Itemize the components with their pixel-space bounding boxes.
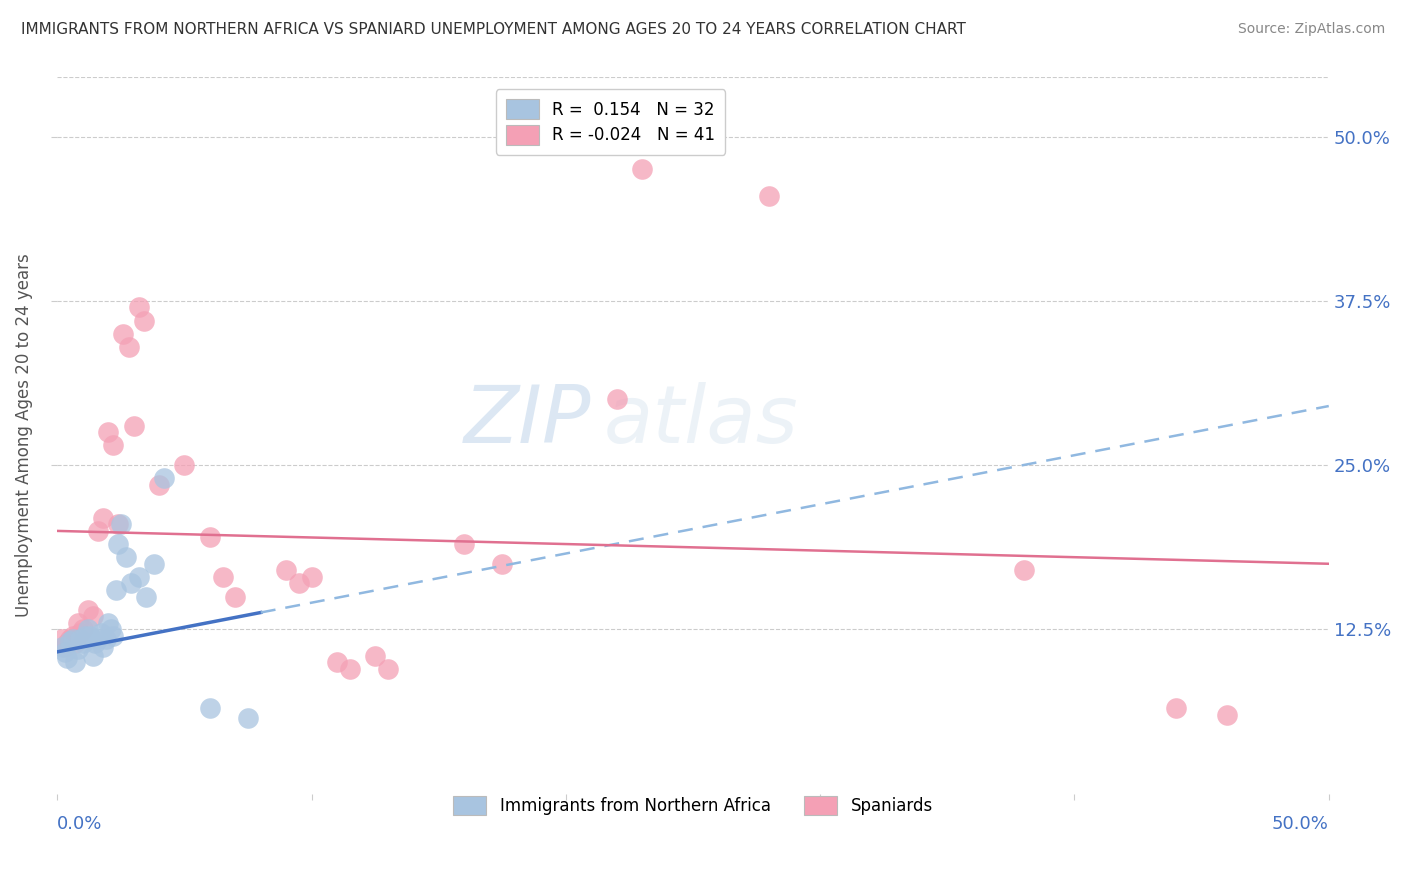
Point — [66, 642, 89, 657]
Point — [63, 635, 86, 649]
Point — [53, 645, 76, 659]
Point — [326, 656, 349, 670]
Point — [491, 557, 513, 571]
Point — [103, 629, 125, 643]
Point — [128, 570, 150, 584]
Point — [51, 632, 73, 646]
Text: 50.0%: 50.0% — [1272, 815, 1329, 833]
Point — [276, 563, 298, 577]
Point — [90, 626, 112, 640]
Point — [758, 188, 780, 202]
Point — [173, 458, 195, 473]
Point — [198, 701, 221, 715]
Point — [62, 629, 84, 643]
Legend: Immigrants from Northern Africa, Spaniards: Immigrants from Northern Africa, Spaniar… — [443, 786, 943, 825]
Point — [76, 603, 98, 617]
Point — [100, 623, 122, 637]
Text: IMMIGRANTS FROM NORTHERN AFRICA VS SPANIARD UNEMPLOYMENT AMONG AGES 20 TO 24 YEA: IMMIGRANTS FROM NORTHERN AFRICA VS SPANI… — [21, 22, 966, 37]
Point — [339, 662, 361, 676]
Point — [301, 570, 323, 584]
Point — [377, 662, 399, 676]
Point — [59, 634, 82, 648]
Point — [63, 656, 86, 670]
Point — [51, 640, 73, 654]
Point — [115, 550, 138, 565]
Point — [236, 710, 259, 724]
Point — [107, 537, 129, 551]
Point — [56, 635, 79, 649]
Point — [66, 615, 89, 630]
Point — [122, 418, 145, 433]
Point — [91, 640, 114, 654]
Point — [153, 471, 176, 485]
Point — [110, 517, 132, 532]
Point — [104, 583, 127, 598]
Text: 0.0%: 0.0% — [58, 815, 103, 833]
Point — [135, 590, 157, 604]
Point — [59, 632, 82, 646]
Point — [82, 609, 104, 624]
Point — [211, 570, 233, 584]
Point — [97, 615, 120, 630]
Point — [132, 313, 155, 327]
Point — [142, 557, 165, 571]
Point — [82, 648, 104, 663]
Point — [364, 648, 387, 663]
Point — [97, 425, 120, 440]
Text: atlas: atlas — [605, 383, 799, 460]
Point — [107, 517, 129, 532]
Point — [87, 632, 110, 646]
Y-axis label: Unemployment Among Ages 20 to 24 years: Unemployment Among Ages 20 to 24 years — [15, 253, 32, 617]
Point — [62, 632, 84, 646]
Point — [128, 301, 150, 315]
Point — [1216, 707, 1239, 722]
Point — [1166, 701, 1188, 715]
Point — [112, 326, 135, 341]
Point — [94, 632, 117, 646]
Point — [69, 626, 91, 640]
Point — [1012, 563, 1035, 577]
Point — [453, 537, 475, 551]
Point — [84, 635, 107, 649]
Point — [72, 623, 94, 637]
Point — [198, 531, 221, 545]
Point — [631, 162, 654, 177]
Point — [76, 623, 98, 637]
Point — [103, 438, 125, 452]
Point — [120, 576, 142, 591]
Point — [53, 640, 76, 654]
Point — [75, 629, 97, 643]
Point — [117, 340, 139, 354]
Point — [87, 524, 110, 538]
Text: ZIP: ZIP — [464, 383, 592, 460]
Point — [56, 651, 79, 665]
Point — [69, 632, 91, 646]
Point — [224, 590, 246, 604]
Text: Source: ZipAtlas.com: Source: ZipAtlas.com — [1237, 22, 1385, 37]
Point — [79, 629, 101, 643]
Point — [91, 510, 114, 524]
Point — [288, 576, 311, 591]
Point — [148, 478, 170, 492]
Point — [72, 635, 94, 649]
Point — [606, 392, 628, 407]
